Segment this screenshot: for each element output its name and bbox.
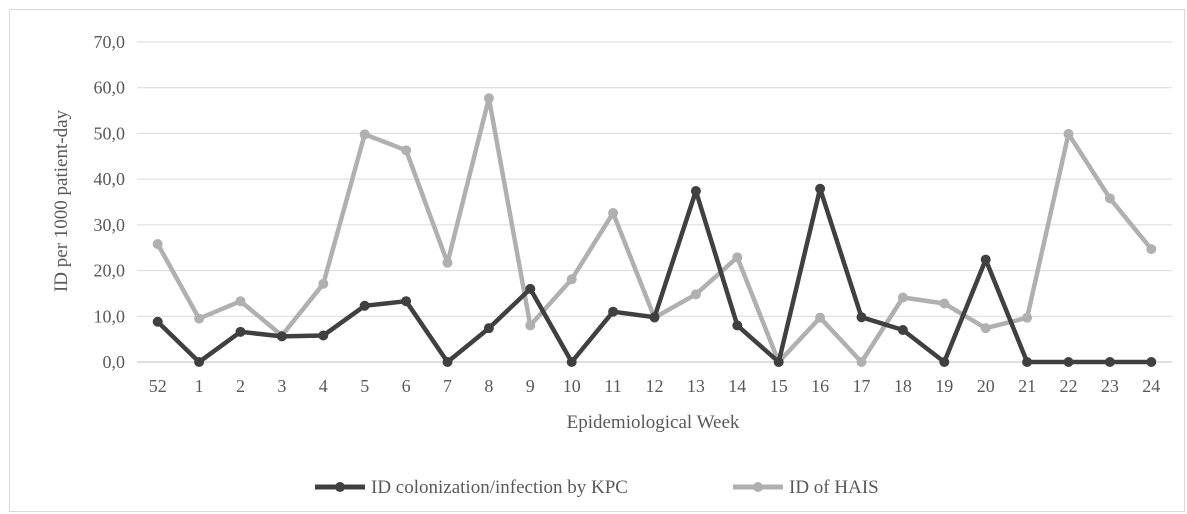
data-point (1104, 357, 1115, 367)
data-point (442, 357, 453, 367)
y-tick-label: 10,0 (94, 306, 126, 326)
x-tick-label: 4 (319, 376, 328, 396)
data-point (690, 289, 701, 300)
x-tick-label: 8 (484, 376, 493, 396)
y-tick-label: 30,0 (94, 215, 126, 235)
x-tick-label: 12 (646, 376, 664, 396)
data-point (483, 93, 494, 104)
data-point (235, 326, 246, 337)
x-tick-label: 10 (563, 376, 581, 396)
data-point (401, 296, 412, 307)
data-point (939, 298, 950, 309)
x-tick-label: 1 (195, 376, 204, 396)
y-axis-title: ID per 1000 patient-day (51, 109, 72, 292)
y-tick-label: 0,0 (103, 352, 126, 372)
data-point (525, 320, 536, 331)
data-point (318, 278, 329, 289)
data-point (1063, 357, 1074, 367)
data-point (152, 239, 163, 250)
data-point (566, 274, 577, 285)
x-tick-label: 24 (1142, 376, 1160, 396)
x-tick-label: 22 (1060, 376, 1078, 396)
x-tick-label: 21 (1018, 376, 1036, 396)
data-point (732, 252, 743, 263)
x-axis-ticks: 52 1 2 3 4 5 6 7 8 9 10 11 12 13 14 15 16 17 18 19 20 21 22 23 2… (149, 376, 1161, 396)
data-point (773, 357, 784, 367)
series-line (155, 186, 1154, 365)
data-point (1063, 128, 1074, 139)
data-point (1104, 193, 1115, 204)
data-point (815, 312, 826, 323)
data-point (1022, 357, 1033, 367)
data-point (608, 306, 619, 317)
y-tick-label: 40,0 (94, 169, 126, 189)
y-tick-label: 50,0 (94, 123, 126, 143)
data-point (318, 330, 329, 341)
data-point (359, 129, 370, 140)
legend-entry-hais: ID of HAIS (733, 477, 879, 498)
legend-marker-kpc (335, 482, 345, 492)
x-tick-label: 20 (977, 376, 995, 396)
legend-label-hais: ID of HAIS (789, 477, 879, 498)
data-point (359, 300, 370, 311)
x-tick-label: 13 (687, 376, 705, 396)
x-tick-label: 9 (526, 376, 535, 396)
data-point (401, 145, 412, 156)
data-point (483, 323, 494, 334)
x-tick-label: 11 (604, 376, 621, 396)
x-tick-label: 16 (811, 376, 829, 396)
data-point (732, 320, 743, 331)
data-point (276, 331, 287, 342)
data-point (235, 296, 246, 307)
series-lines (152, 93, 1157, 367)
legend-entry-kpc: ID colonization/infection by KPC (315, 477, 628, 498)
x-tick-label: 18 (894, 376, 912, 396)
data-point (1146, 244, 1157, 255)
data-point (856, 312, 867, 323)
data-point (980, 323, 991, 334)
x-tick-label: 52 (149, 376, 167, 396)
data-point (194, 313, 205, 324)
x-tick-label: 7 (443, 376, 452, 396)
data-point (649, 312, 660, 323)
x-tick-label: 5 (360, 376, 369, 396)
data-point (897, 292, 908, 303)
data-point (980, 254, 991, 265)
x-tick-label: 14 (728, 376, 746, 396)
data-point (1022, 312, 1033, 323)
data-point (897, 325, 908, 335)
x-tick-label: 2 (236, 376, 245, 396)
data-point (442, 257, 453, 268)
legend: ID colonization/infection by KPC ID of H… (315, 477, 879, 498)
data-point (566, 357, 577, 367)
data-point (152, 316, 163, 327)
series-0 (152, 183, 1157, 367)
x-tick-label: 6 (402, 376, 411, 396)
legend-marker-hais (753, 482, 763, 492)
legend-label-kpc: ID colonization/infection by KPC (371, 477, 628, 498)
series-1 (152, 93, 1157, 367)
data-point (525, 283, 536, 294)
x-axis-title: Epidemiological Week (567, 412, 740, 433)
data-point (939, 357, 950, 367)
data-point (194, 357, 205, 367)
y-tick-label: 70,0 (94, 32, 126, 52)
y-tick-label: 20,0 (94, 261, 126, 281)
x-tick-label: 19 (935, 376, 953, 396)
y-tick-label: 60,0 (94, 78, 126, 98)
data-point (690, 186, 701, 197)
x-tick-label: 17 (853, 376, 871, 396)
data-point (815, 183, 826, 194)
data-point (1146, 357, 1157, 367)
x-tick-label: 15 (770, 376, 788, 396)
data-point (608, 207, 619, 218)
y-axis-ticks: 0,0 10,0 20,0 30,0 40,0 50,0 60,0 70,0 (94, 32, 126, 372)
x-tick-label: 3 (277, 376, 286, 396)
x-tick-label: 23 (1101, 376, 1119, 396)
data-point (856, 357, 867, 367)
gridlines (137, 41, 1172, 363)
